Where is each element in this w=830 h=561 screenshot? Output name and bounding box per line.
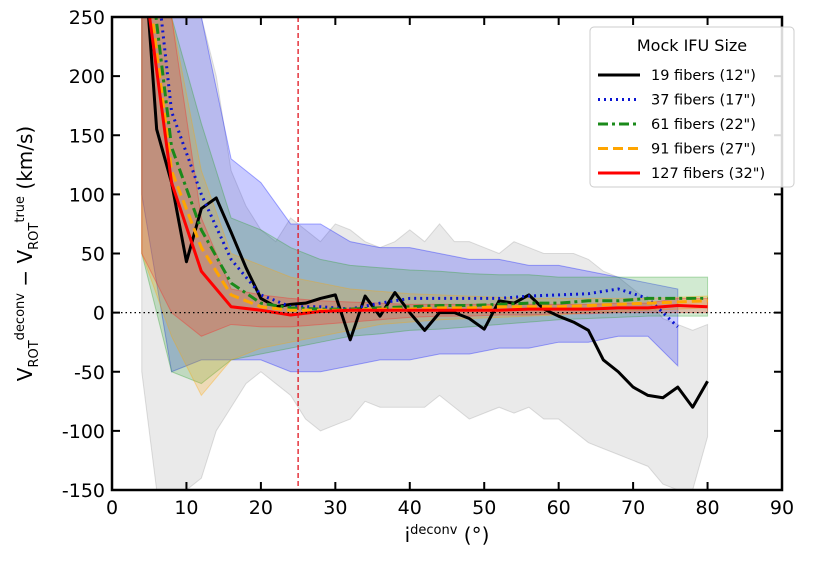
y-axis-label-part: − V [13,250,37,293]
legend-title: Mock IFU Size [637,36,747,55]
series-line [147,17,709,409]
y-tick-label: 0 [93,303,105,325]
x-tick-label: 0 [106,497,118,519]
y-tick-label: 200 [69,66,105,88]
legend-label: 37 fibers (17") [651,93,756,109]
y-axis-label-part: true [13,196,28,223]
bands [141,17,709,490]
x-tick-label: 80 [695,497,719,519]
y-tick-label: 100 [69,184,105,206]
x-axis-label-part: i [405,523,411,547]
error-band [141,17,679,373]
y-axis-label-part: ROT [27,223,42,250]
legend-label: 61 fibers (22") [651,117,756,133]
x-axis-label: ideconv (°) [405,523,490,547]
legend: Mock IFU Size 19 fibers (12") 37 fibers (1… [589,26,795,188]
y-tick-label: -150 [62,480,105,502]
y-tick-label: -100 [62,421,105,443]
y-tick-label: 50 [81,244,105,266]
series-line [148,17,708,317]
y-tick-label: 150 [69,125,105,147]
error-band [141,17,709,397]
x-axis-label-part: deconv [410,523,458,538]
error-band [141,17,709,490]
lines [112,17,782,490]
axes: 0 10 20 30 40 50 60 70 80 90 -150 -100 -50 0 50 100 150 2… [13,7,795,547]
y-tick-label: -50 [74,362,105,384]
series-line [150,17,708,312]
x-tick-label: 20 [249,497,273,519]
series-line [159,17,679,328]
legend-label: 91 fibers (27") [651,142,756,158]
x-tick-label: 60 [547,497,571,519]
error-band [141,17,709,385]
x-tick-label: 40 [398,497,422,519]
y-axis-label-part: V [13,367,37,381]
y-axis-label-part: ROT [27,340,42,367]
legend-label: 19 fibers (12") [651,68,756,84]
x-tick-label: 90 [770,497,794,519]
x-axis-label-part: (°) [457,523,489,547]
legend-box [589,26,795,188]
x-tick-label: 10 [174,497,198,519]
series-line [154,17,708,311]
x-tick-label: 70 [621,497,645,519]
x-tick-label: 30 [323,497,347,519]
legend-label: 127 fibers (32") [651,166,765,182]
y-axis-label-part: (km/s) [13,126,37,196]
y-axis-label: VROTdeconv − VROTtrue (km/s) [13,126,42,381]
y-axis-label-part: deconv [13,293,28,341]
x-tick-label: 50 [472,497,496,519]
y-tick-label: 250 [69,7,105,29]
